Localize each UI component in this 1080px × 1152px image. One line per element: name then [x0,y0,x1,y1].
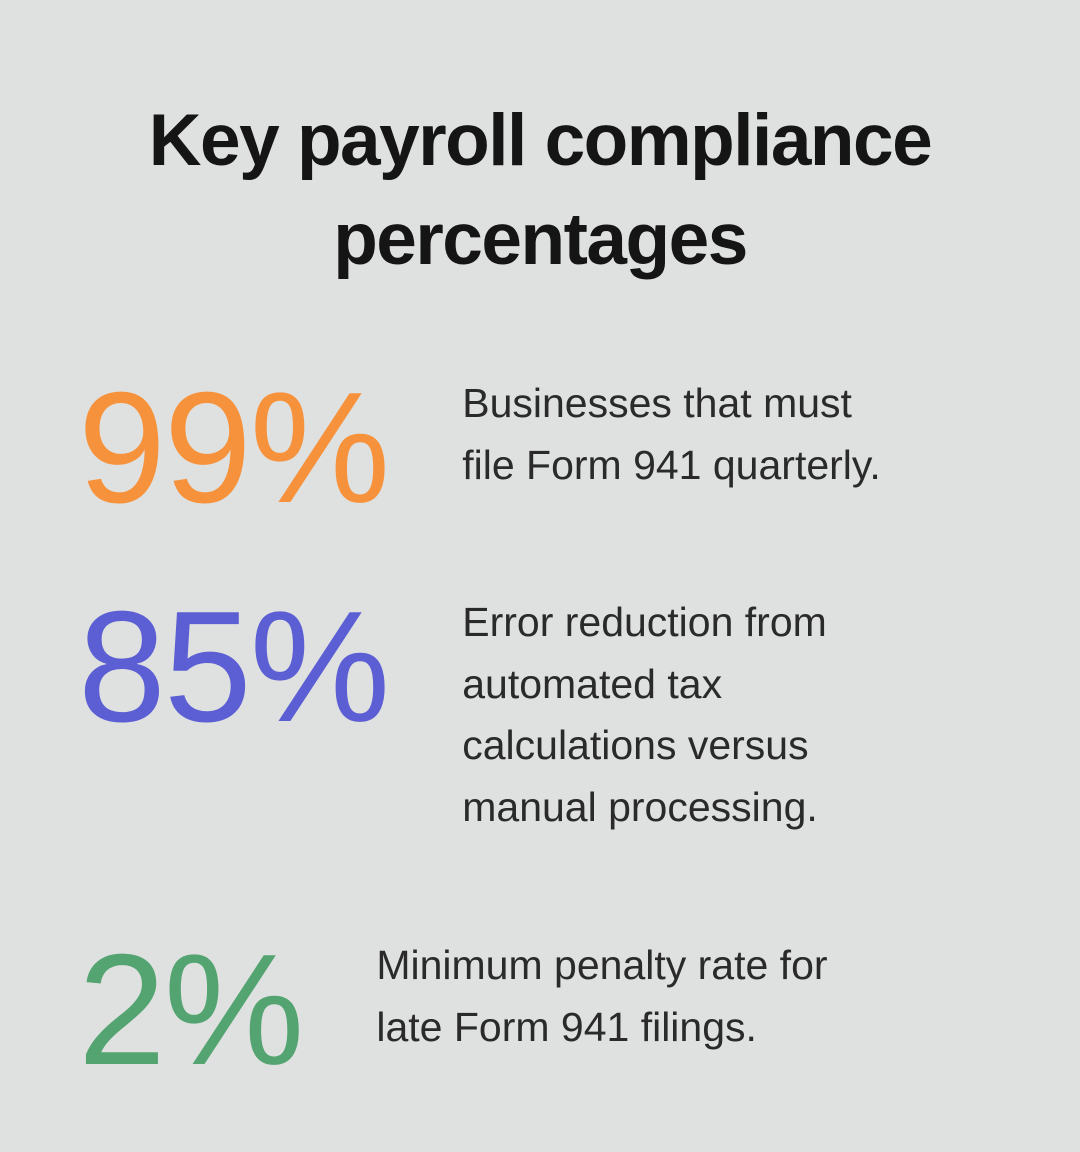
stat-value-2: 2% [78,922,304,1099]
stat-description-85: Error reduction from automated tax calcu… [462,599,827,830]
stats-list: 99% Businesses that must file Form 941 q… [0,369,1080,1089]
stat-row-form-941-filers: 99% Businesses that must file Form 941 q… [78,369,1040,527]
stat-row-penalty-rate: 2% Minimum penalty rate for late Form 94… [78,931,1040,1089]
page-title: Key payroll compliance percentages [148,100,933,280]
stat-row-error-reduction: 85% Error reduction from automated tax c… [78,588,1040,838]
stat-description-2: Minimum penalty rate for late Form 941 f… [376,942,828,1050]
stat-value-99: 99% [78,360,390,537]
stat-description-99: Businesses that must file Form 941 quart… [462,380,881,488]
stat-value-85: 85% [78,579,390,756]
